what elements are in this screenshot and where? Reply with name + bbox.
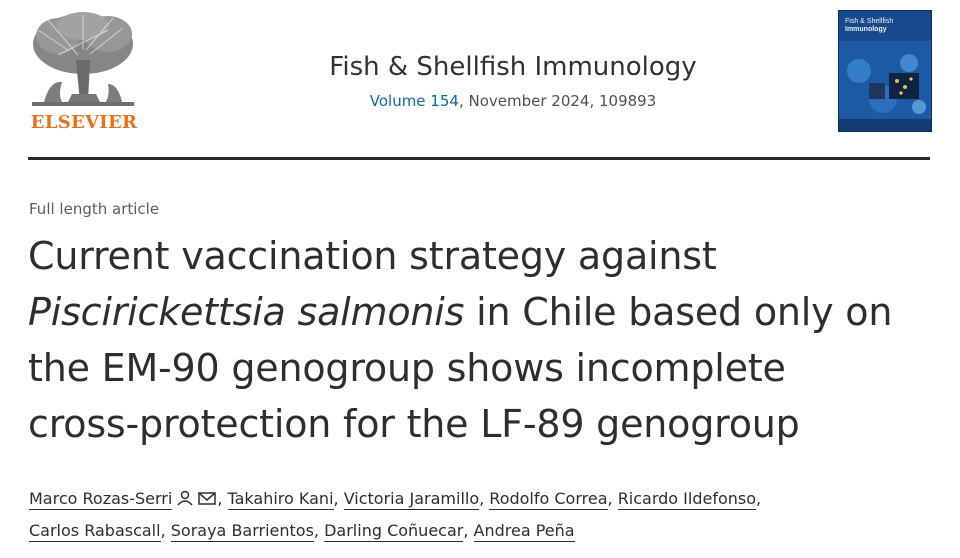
author-link[interactable]: Marco Rozas-Serri (29, 489, 173, 510)
author-link[interactable]: Ricardo Ildefonso (617, 489, 757, 510)
corresponding-author-icons[interactable] (177, 486, 217, 516)
publisher-name: ELSEVIER (30, 112, 138, 133)
journal-info: Fish & Shellfish Immunology Volume 154, … (208, 52, 818, 110)
header-divider (28, 157, 930, 160)
article-header: ELSEVIER Fish & Shellfish Immunology Vol… (28, 10, 932, 156)
journal-issue-meta: Volume 154, November 2024, 109893 (208, 92, 818, 110)
author-link[interactable]: Soraya Barrientos (170, 521, 314, 542)
journal-title[interactable]: Fish & Shellfish Immunology (329, 52, 697, 82)
author-link[interactable]: Victoria Jaramillo (343, 489, 480, 510)
author-link[interactable]: Darling Coñuecar (324, 521, 464, 542)
person-icon (177, 490, 193, 506)
species-name: Piscirickettsia salmonis (28, 290, 465, 334)
author-list: Marco Rozas-Serri, Takahiro Kani, Victor… (29, 484, 934, 546)
author-link[interactable]: Andrea Peña (473, 521, 575, 542)
journal-cover-image[interactable]: Fish & Shellfish Immunology (838, 10, 932, 132)
article-title: Current vaccination strategy against Pisc… (28, 234, 893, 446)
author-link[interactable]: Rodolfo Correa (489, 489, 608, 510)
author-link[interactable]: Takahiro Kani (227, 489, 334, 510)
volume-link[interactable]: Volume 154 (369, 92, 459, 110)
cover-title: Fish & Shellfish Immunology (845, 18, 894, 33)
article-type: Full length article (29, 200, 160, 218)
elsevier-tree-icon[interactable] (28, 10, 138, 136)
envelope-icon (198, 492, 217, 505)
author-link[interactable]: Carlos Rabascall (29, 521, 161, 542)
issue-info: , November 2024, 109893 (458, 92, 657, 110)
